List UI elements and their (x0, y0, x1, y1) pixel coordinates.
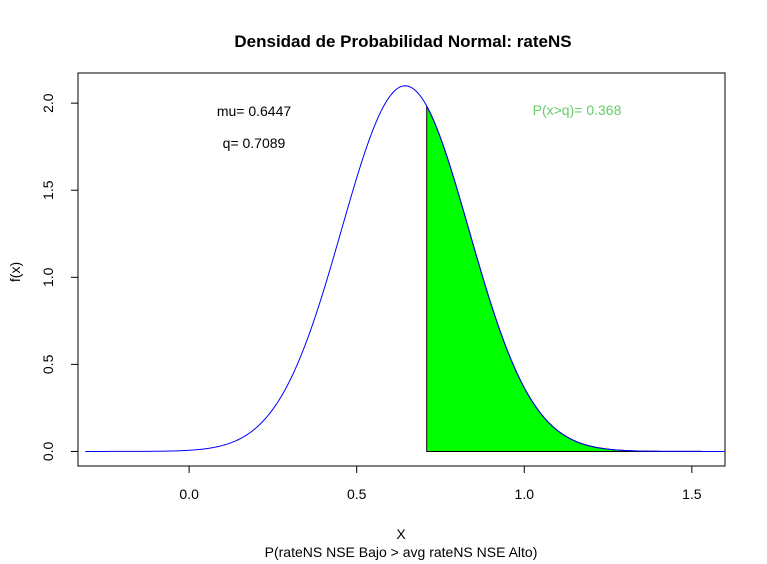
x-tick-label: 0.5 (347, 486, 367, 502)
mu-annotation: mu= 0.6447 (217, 103, 292, 119)
probability-annotation: P(x>q)= 0.368 (533, 102, 622, 118)
x-tick-label: 1.0 (515, 486, 535, 502)
y-axis-ticks: 0.0 0.5 1.0 1.5 2.0 (40, 93, 78, 461)
y-axis-label: f(x) (7, 262, 23, 282)
density-line (85, 85, 726, 452)
x-tick-label: 0.0 (179, 486, 199, 502)
q-annotation: q= 0.7089 (223, 135, 286, 151)
chart-subtitle: P(rateNS NSE Bajo > avg rateNS NSE Alto) (265, 544, 538, 560)
y-tick-label: 0.0 (40, 442, 56, 462)
x-tick-label: 1.5 (682, 486, 702, 502)
y-tick-label: 1.0 (40, 267, 56, 287)
shaded-tail-area (426, 105, 726, 452)
y-tick-label: 0.5 (40, 354, 56, 374)
density-curve (85, 85, 726, 452)
chart-title: Densidad de Probabilidad Normal: rateNS (234, 32, 571, 51)
plot-frame (77, 72, 726, 467)
x-axis-label: X (396, 526, 406, 542)
tail-area-polygon (426, 105, 726, 452)
y-tick-label: 2.0 (40, 93, 56, 113)
x-axis-ticks: 0.0 0.5 1.0 1.5 (179, 466, 702, 502)
y-tick-label: 1.5 (40, 180, 56, 200)
